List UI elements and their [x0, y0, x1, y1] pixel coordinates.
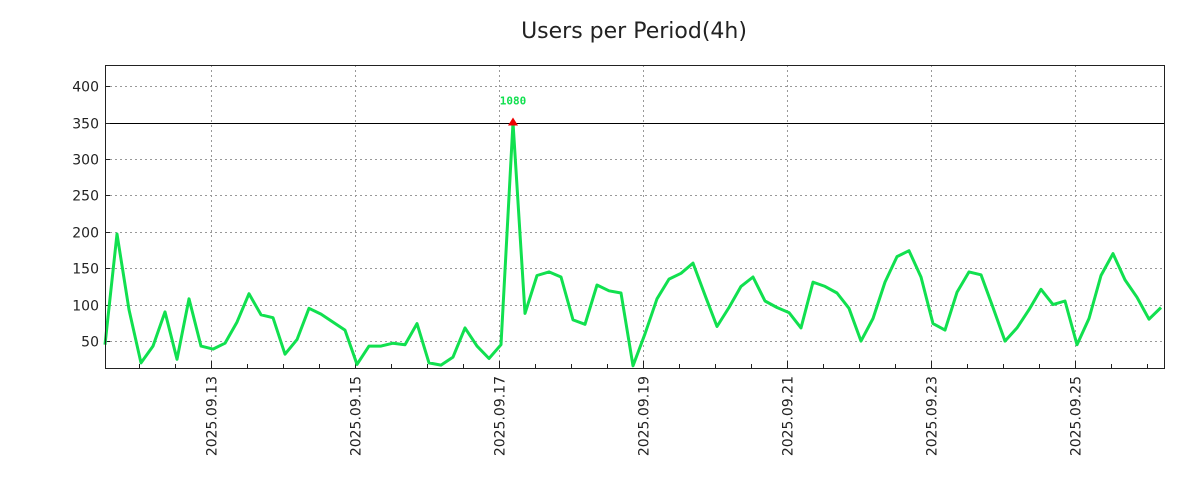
y-tick-label: 350 [72, 117, 99, 133]
y-tick-label: 150 [72, 262, 99, 278]
x-tick-label: 2025.09.23 [925, 376, 941, 456]
y-tick-label: 300 [72, 153, 99, 169]
y-axis: 50 100 150 200 250 300 350 400 [72, 80, 110, 351]
y-tick-label: 100 [72, 299, 99, 315]
x-tick-label: 2025.09.15 [349, 376, 365, 456]
x-tick-label: 2025.09.21 [781, 376, 797, 456]
y-tick-label: 400 [72, 80, 99, 96]
peak-label: 1080 [500, 95, 527, 108]
grid [105, 65, 1164, 368]
x-axis: 2025.09.13 2025.09.15 2025.09.17 2025.09.19… [139, 361, 1148, 456]
x-tick-label: 2025.09.13 [205, 376, 221, 456]
series-line-users [103, 121, 1163, 368]
plot-frame [105, 65, 1165, 369]
y-tick-label: 200 [72, 226, 99, 242]
y-tick-label: 50 [81, 335, 99, 351]
x-tick-label: 2025.09.25 [1069, 376, 1085, 456]
y-tick-label: 250 [72, 189, 99, 205]
chart-title: Users per Period(4h) [521, 19, 747, 44]
x-tick-label: 2025.09.17 [493, 376, 509, 456]
peak-marker-icon [507, 117, 518, 126]
x-tick-label: 2025.09.19 [637, 376, 653, 456]
